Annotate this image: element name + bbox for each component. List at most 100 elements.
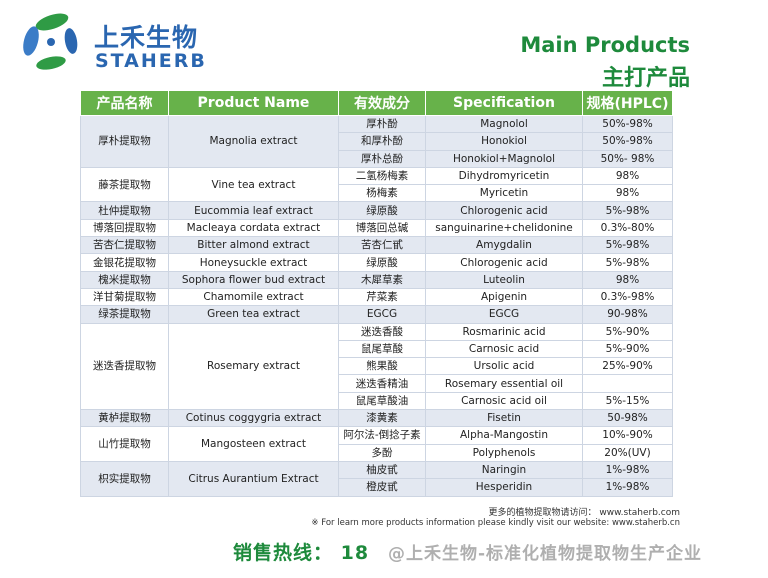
specification: Amygdalin: [425, 236, 583, 255]
hplc-spec: 50%-98%: [582, 132, 673, 151]
product-name-cn: 迷迭香提取物: [80, 322, 169, 411]
specification: Luteolin: [425, 270, 583, 289]
specification: Alpha-Mangostin: [425, 426, 583, 445]
product-name-en: Vine tea extract: [168, 166, 339, 203]
page-title-en: Main Products: [520, 33, 690, 57]
table-row: 黄栌提取物 Cotinus coggygria extract 漆黄素 Fisetin…: [80, 409, 673, 428]
table-row: 和厚朴酚 Honokiol 50%-98%: [81, 132, 673, 151]
product-name-en: Bitter almond extract: [168, 236, 339, 255]
product-name-cn: 洋甘菊提取物: [80, 287, 169, 307]
specification: Carnosic acid: [425, 339, 583, 359]
specification: EGCG: [425, 305, 583, 324]
specification: Magnolol: [425, 114, 583, 134]
table-row: 鼠尾草酸 Carnosic acid 5%-90%: [81, 339, 673, 359]
sales-hotline: 销售热线： 18: [233, 542, 370, 564]
brand-name-en: STAHERB: [95, 50, 207, 72]
active-ingredient: 迷迭香精油: [338, 374, 426, 393]
product-name-cn: 金银花提取物: [80, 253, 169, 272]
header-cn-name: 产品名称: [80, 90, 169, 116]
hplc-spec: 98%: [582, 270, 673, 289]
active-ingredient: 苦杏仁甙: [338, 236, 426, 255]
brand-name-cn: 上禾生物: [94, 23, 199, 52]
hplc-spec: 5%-15%: [582, 391, 673, 411]
product-name-cn: 槐米提取物: [80, 270, 169, 289]
table-row: 槐米提取物 Sophora flower bud extract 木犀草素 Luteo…: [80, 270, 673, 289]
specification: Chlorogenic acid: [425, 253, 583, 272]
active-ingredient: 迷迭香酸: [338, 322, 426, 341]
specification: Apigenin: [425, 287, 583, 307]
specification: Chlorogenic acid: [425, 201, 583, 220]
active-ingredient: 博落回总碱: [338, 218, 426, 238]
table-row: 迷迭香精油 Rosemary essential oil: [81, 374, 673, 393]
hplc-spec: 0.3%-80%: [582, 218, 673, 238]
active-ingredient: 鼠尾草酸油: [338, 391, 426, 411]
specification: Polyphenols: [425, 443, 583, 462]
hplc-spec: 90-98%: [582, 305, 673, 324]
hplc-spec: 25%-90%: [582, 357, 673, 376]
active-ingredient: 熊果酸: [338, 357, 426, 376]
active-ingredient: 绿原酸: [338, 253, 426, 272]
active-ingredient: 杨梅素: [338, 184, 426, 203]
product-name-en: Eucommia leaf extract: [168, 201, 339, 220]
product-name-cn: 山竹提取物: [80, 426, 169, 462]
active-ingredient: 绿原酸: [338, 201, 426, 220]
specification: Naringin: [425, 460, 583, 480]
active-ingredient: 漆黄素: [338, 409, 426, 428]
footer-more-cn: 更多的植物提取物请访问： www.staherb.com: [488, 508, 680, 518]
product-name-cn: 黄栌提取物: [80, 409, 169, 428]
active-ingredient: 厚朴酚: [338, 114, 426, 134]
product-name-en: Honeysuckle extract: [168, 253, 339, 272]
product-name-en: Green tea extract: [168, 305, 339, 324]
product-name-cn: 博落回提取物: [80, 218, 169, 238]
active-ingredient: 多酚: [338, 443, 426, 462]
hplc-spec: 5%-98%: [582, 201, 673, 220]
specification: Carnosic acid oil: [425, 391, 583, 411]
product-name-cn: 杜仲提取物: [80, 201, 169, 220]
active-ingredient: 柚皮甙: [338, 460, 426, 480]
table-row: 绿茶提取物 Green tea extract EGCG EGCG 90-98%: [80, 305, 673, 324]
active-ingredient: 厚朴总酚: [338, 149, 426, 168]
specification: Honokiol+Magnolol: [425, 149, 583, 168]
hplc-spec: 98%: [582, 166, 673, 186]
table-row: 多酚 Polyphenols 20%(UV): [81, 443, 673, 462]
page-title-cn: 主打产品: [601, 66, 690, 91]
product-name-en: Mangosteen extract: [168, 426, 339, 462]
product-name-en: Sophora flower bud extract: [168, 270, 339, 289]
active-ingredient: 木犀草素: [338, 270, 426, 289]
hplc-spec: 98%: [582, 184, 673, 203]
brand-logo: 上禾生物 STAHERB: [18, 8, 208, 80]
product-name-cn: 绿茶提取物: [80, 305, 169, 324]
hplc-spec: 50%- 98%: [582, 149, 673, 168]
table-row: 厚朴总酚 Honokiol+Magnolol 50%- 98%: [81, 149, 673, 168]
product-name-en: Cotinus coggygria extract: [168, 409, 339, 428]
watermark-text: @上禾生物-标准化植物提取物生产企业: [388, 544, 703, 564]
hplc-spec: 1%-98%: [582, 460, 673, 480]
table-row: 金银花提取物 Honeysuckle extract 绿原酸 Chlorogenic …: [80, 253, 673, 272]
table-row: 熊果酸 Ursolic acid 25%-90%: [81, 357, 673, 376]
hplc-spec: 50-98%: [582, 409, 673, 428]
products-table: 产品名称 Product Name 有效成分 Specification 规格(…: [80, 90, 673, 497]
active-ingredient: 二氢杨梅素: [338, 166, 426, 186]
product-name-en: Rosemary extract: [168, 322, 339, 411]
product-name-cn: 苦杏仁提取物: [80, 236, 169, 255]
specification: Honokiol: [425, 132, 583, 151]
hplc-spec: 5%-98%: [582, 253, 673, 272]
table-row: 枳实提取物 Citrus Aurantium Extract 柚皮甙 Naringin…: [80, 460, 673, 497]
product-name-en: Citrus Aurantium Extract: [168, 460, 339, 497]
specification: sanguinarine+chelidonine: [425, 218, 583, 238]
active-ingredient: 阿尔法-倒捻子素: [338, 426, 426, 445]
table-row: 橙皮甙 Hesperidin 1%-98%: [81, 478, 673, 497]
hplc-spec: 5%-98%: [582, 236, 673, 255]
hplc-spec: [582, 374, 673, 393]
table-row: 杨梅素 Myricetin 98%: [81, 184, 673, 203]
header-hplc: 规格(HPLC): [582, 90, 673, 116]
product-name-en: Macleaya cordata extract: [168, 218, 339, 238]
specification: Myricetin: [425, 184, 583, 203]
table-row: 山竹提取物 Mangosteen extract 阿尔法-倒捻子素 Alpha-Man…: [80, 426, 673, 462]
specification: Dihydromyricetin: [425, 166, 583, 186]
specification: Ursolic acid: [425, 357, 583, 376]
product-name-cn: 藤茶提取物: [80, 166, 169, 203]
hplc-spec: 0.3%-98%: [582, 287, 673, 307]
product-name-cn: 厚朴提取物: [80, 115, 169, 168]
header-product-name: Product Name: [168, 90, 339, 116]
